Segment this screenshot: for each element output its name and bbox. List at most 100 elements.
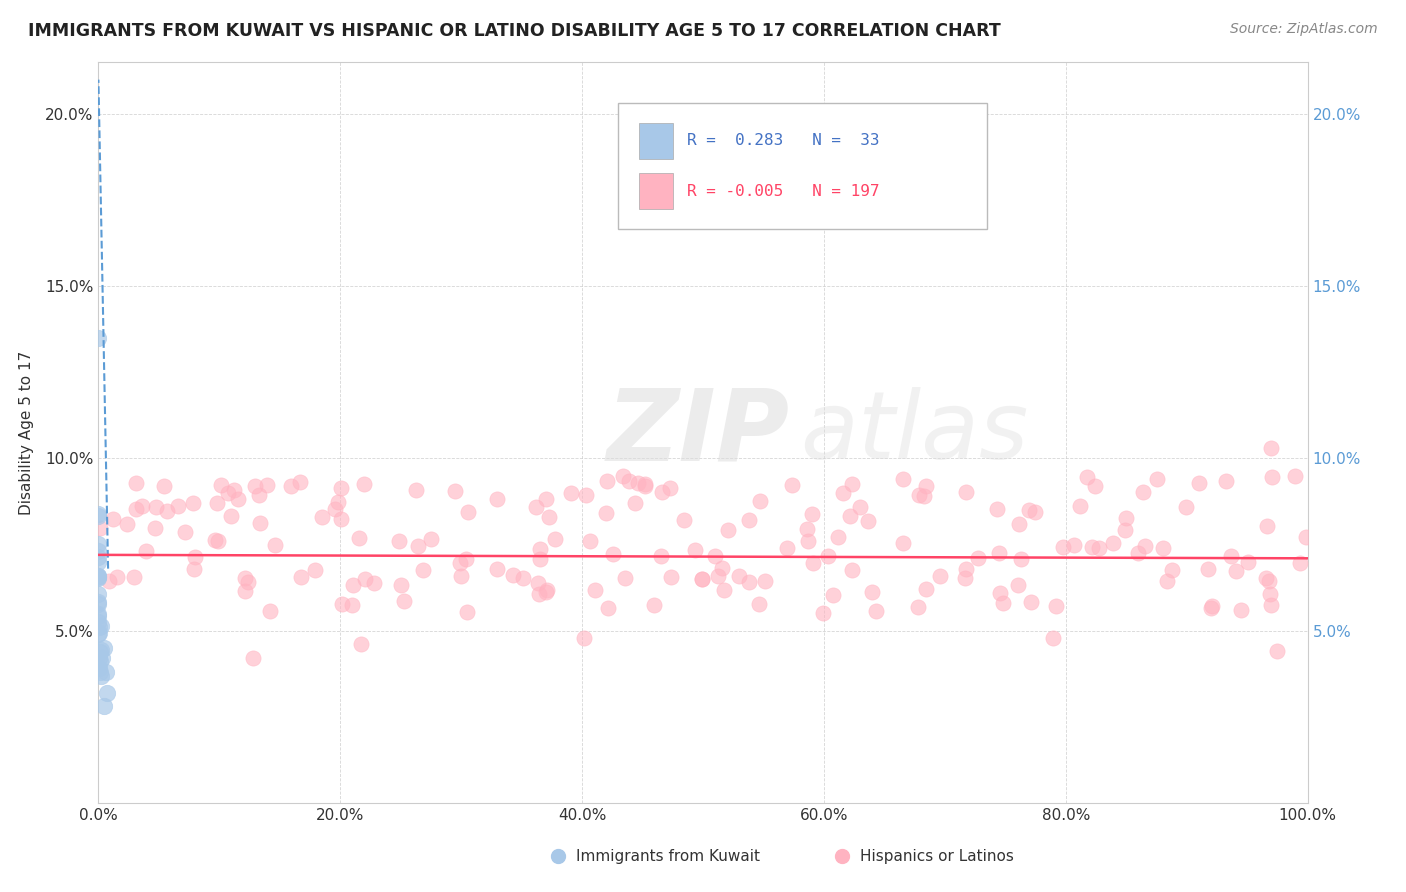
Point bbox=[87, 508, 110, 523]
Point bbox=[486, 492, 509, 507]
Point bbox=[207, 533, 229, 548]
Point bbox=[389, 577, 412, 591]
Point bbox=[583, 583, 606, 598]
Point bbox=[928, 569, 950, 583]
Point bbox=[993, 596, 1015, 610]
Point bbox=[90, 669, 112, 683]
Point bbox=[330, 512, 353, 526]
Point bbox=[613, 571, 636, 585]
Point bbox=[87, 620, 110, 634]
Point bbox=[797, 534, 820, 549]
Point bbox=[449, 556, 471, 570]
Point bbox=[1175, 500, 1198, 514]
Point bbox=[827, 531, 849, 545]
Point bbox=[87, 568, 110, 582]
Point bbox=[205, 496, 228, 510]
Point bbox=[512, 570, 534, 584]
Point bbox=[1254, 571, 1277, 585]
Point bbox=[122, 570, 145, 584]
Point bbox=[167, 499, 190, 513]
Point bbox=[1052, 540, 1074, 554]
Point bbox=[659, 570, 682, 584]
Point bbox=[710, 560, 733, 574]
FancyBboxPatch shape bbox=[619, 103, 987, 229]
Point bbox=[323, 501, 346, 516]
Point bbox=[354, 572, 377, 586]
Point bbox=[1156, 574, 1178, 588]
Point bbox=[125, 502, 148, 516]
Point bbox=[238, 574, 260, 589]
Point bbox=[841, 563, 863, 577]
Point bbox=[311, 510, 333, 524]
Point bbox=[117, 516, 139, 531]
Point bbox=[1152, 541, 1174, 555]
Point bbox=[575, 488, 598, 502]
Point bbox=[290, 475, 312, 489]
Point bbox=[1115, 510, 1137, 524]
Point bbox=[780, 477, 803, 491]
Point bbox=[1295, 530, 1317, 544]
Point bbox=[101, 512, 124, 526]
Point bbox=[87, 651, 110, 665]
Point bbox=[502, 567, 524, 582]
Point bbox=[692, 572, 714, 586]
Point bbox=[986, 501, 1008, 516]
Point bbox=[529, 541, 551, 556]
Point bbox=[643, 598, 665, 612]
Point bbox=[1260, 599, 1282, 613]
Point bbox=[87, 607, 110, 621]
Point bbox=[1128, 546, 1150, 560]
Point bbox=[849, 500, 872, 514]
Point bbox=[775, 541, 797, 555]
Point bbox=[90, 618, 112, 632]
Point bbox=[839, 508, 862, 523]
Point bbox=[290, 570, 312, 584]
Point bbox=[124, 475, 146, 490]
Point bbox=[342, 598, 364, 612]
Point bbox=[627, 476, 650, 491]
Point bbox=[406, 539, 429, 553]
Point bbox=[1261, 469, 1284, 483]
Point bbox=[651, 484, 673, 499]
Point bbox=[87, 555, 110, 569]
Point bbox=[131, 499, 153, 513]
Point bbox=[87, 597, 110, 611]
Point bbox=[392, 593, 415, 607]
Point bbox=[222, 483, 245, 497]
Point bbox=[1161, 564, 1184, 578]
Point bbox=[243, 479, 266, 493]
Point bbox=[405, 483, 427, 497]
Point bbox=[967, 551, 990, 566]
Point bbox=[658, 481, 681, 495]
Text: atlas: atlas bbox=[800, 387, 1028, 478]
Point bbox=[817, 549, 839, 563]
Point bbox=[602, 547, 624, 561]
Point bbox=[612, 469, 634, 483]
Point bbox=[538, 509, 561, 524]
Point bbox=[634, 478, 657, 492]
Point bbox=[703, 549, 725, 563]
Point bbox=[529, 551, 551, 566]
Point bbox=[233, 570, 256, 584]
Point bbox=[184, 550, 207, 565]
Point bbox=[249, 516, 271, 531]
Point bbox=[1284, 468, 1306, 483]
Point bbox=[87, 570, 110, 584]
Point bbox=[363, 576, 385, 591]
Point bbox=[1237, 555, 1260, 569]
Point bbox=[156, 504, 179, 518]
Point bbox=[87, 537, 110, 551]
Point bbox=[728, 569, 751, 583]
Point bbox=[796, 522, 818, 536]
Point bbox=[217, 486, 239, 500]
Point bbox=[690, 572, 713, 586]
Point bbox=[1010, 552, 1032, 566]
Point bbox=[624, 495, 647, 509]
Point bbox=[342, 577, 364, 591]
Point bbox=[572, 631, 595, 645]
Point bbox=[596, 474, 619, 488]
Point bbox=[388, 533, 411, 548]
Point bbox=[1018, 502, 1040, 516]
Point bbox=[1088, 541, 1111, 556]
Point bbox=[811, 606, 834, 620]
